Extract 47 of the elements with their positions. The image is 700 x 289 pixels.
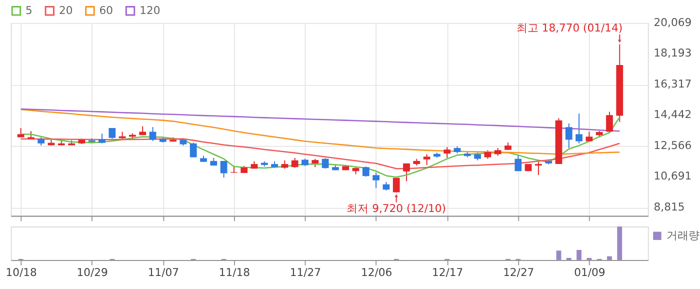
y-tick-label: 18,193 — [654, 46, 692, 60]
y-tick-label: 20,069 — [654, 16, 692, 29]
y-tick-label: 10,691 — [654, 170, 692, 183]
annotation: 최저 9,720 (12/10) — [346, 202, 446, 216]
candlestick — [606, 111, 613, 134]
x-tick-label: 11/07 — [148, 266, 179, 280]
x-tick-label: 10/29 — [76, 266, 108, 280]
x-tick-label: 12/17 — [432, 266, 464, 280]
candlestick — [392, 177, 400, 194]
candlestick — [514, 154, 522, 172]
legend-label: 거래량 — [666, 228, 700, 242]
candlestick — [108, 128, 116, 140]
legend-label: 5 — [26, 4, 32, 17]
x-tick-label: 12/27 — [503, 266, 534, 280]
candlestick — [444, 146, 451, 158]
candlestick — [362, 166, 370, 178]
x-tick-label: 11/18 — [218, 266, 250, 280]
x-tick-label: 10/18 — [6, 266, 37, 280]
candlestick — [291, 157, 298, 168]
candlestick — [403, 162, 410, 182]
candlestick — [586, 131, 593, 142]
legend-label: 20 — [58, 4, 73, 17]
legend-label: 60 — [99, 4, 114, 17]
y-tick-label: 16,317 — [654, 77, 692, 90]
candlestick — [190, 142, 197, 158]
bar — [617, 226, 622, 260]
x-tick-label: 12/06 — [360, 266, 392, 280]
y-tick-label: 14,442 — [654, 108, 692, 122]
x-tick-label: 11/27 — [290, 266, 322, 280]
candlestick — [17, 128, 24, 138]
y-tick-label: 8,815 — [654, 200, 685, 214]
bar — [607, 256, 612, 260]
candlestick — [534, 161, 542, 176]
annotation: 최고 18,770 (01/14) — [516, 22, 623, 35]
candlestick — [220, 160, 228, 178]
bar — [576, 250, 582, 260]
candlestick — [98, 133, 106, 144]
bar — [556, 250, 562, 260]
x-tick-label: 01/09 — [574, 266, 606, 280]
candlestick — [565, 122, 572, 149]
candlestick — [372, 172, 380, 189]
candlestick — [149, 126, 156, 142]
candlestick — [576, 113, 582, 144]
candlestick — [423, 154, 430, 166]
candlestick — [322, 158, 329, 170]
y-tick-label: 12,566 — [654, 138, 692, 152]
legend-label: 120 — [140, 4, 160, 17]
